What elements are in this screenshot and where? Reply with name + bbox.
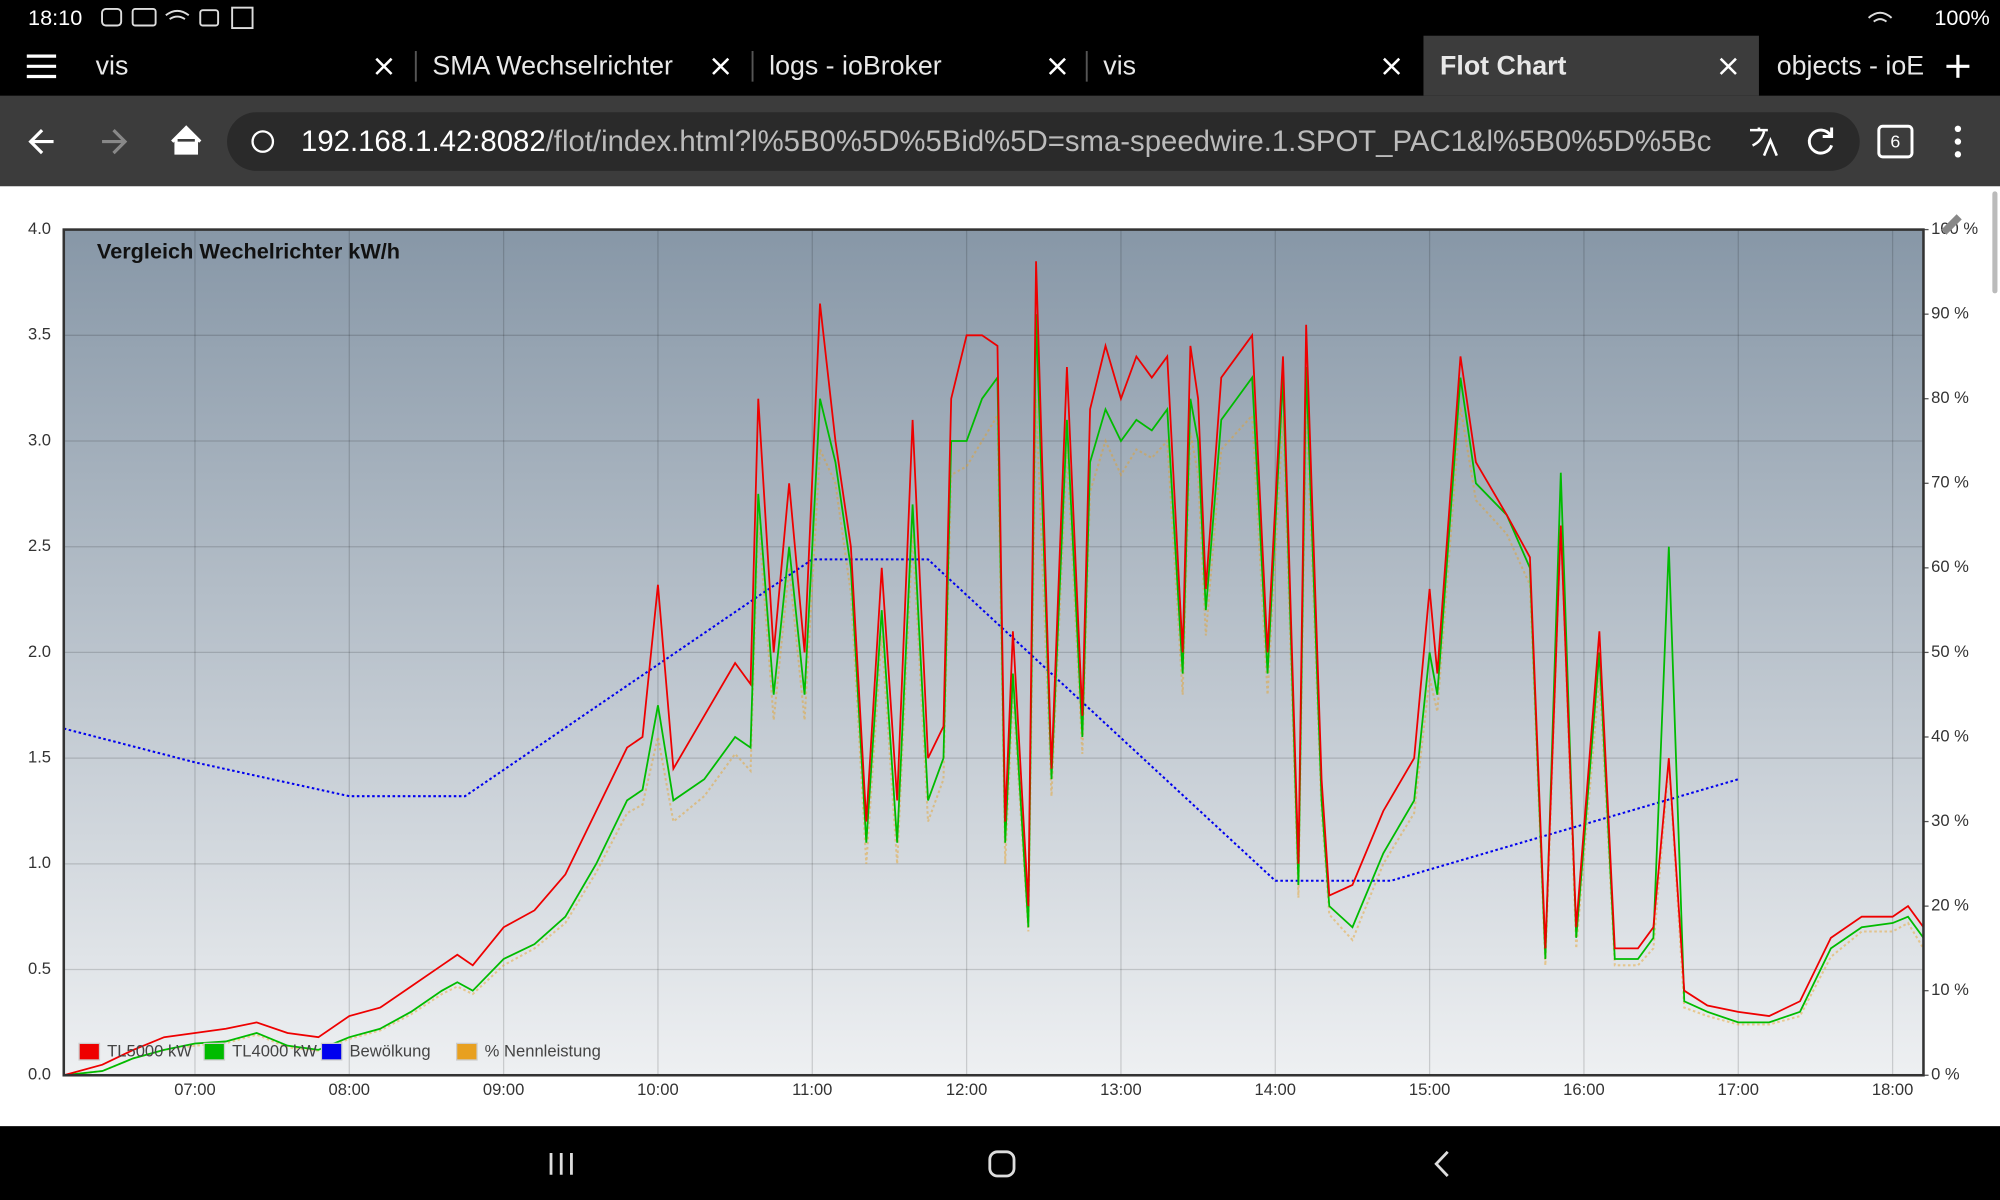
legend-swatch	[78, 1042, 101, 1061]
home-button[interactable]	[171, 125, 202, 155]
legend-swatch	[203, 1042, 226, 1061]
y2-tick-label: 10 %	[1931, 980, 1969, 999]
x-tick-label: 07:00	[174, 1080, 216, 1099]
legend-swatch	[320, 1042, 343, 1061]
y2-tick-label: 100 %	[1931, 219, 1978, 238]
url: 192.168.1.42:8082/flot/index.html?l%5B0%…	[301, 125, 1711, 158]
x-tick-label: 13:00	[1100, 1080, 1142, 1099]
x-tick-label: 16:00	[1563, 1080, 1605, 1099]
y-tick-label: 2.0	[28, 642, 51, 661]
y-tick-label: 2.5	[28, 536, 51, 555]
back-button[interactable]	[28, 128, 54, 155]
back-nav-button[interactable]	[1434, 1150, 1449, 1177]
tab-close[interactable]	[1383, 57, 1401, 75]
x-tick-label: 14:00	[1255, 1080, 1297, 1099]
series-line	[63, 261, 1924, 1076]
chart-title: Vergleich Wechelrichter kW/h	[97, 238, 400, 263]
nav-bar	[0, 1126, 2000, 1200]
tab-title[interactable]: SMA Wechselrichter	[432, 51, 673, 81]
translate-button[interactable]	[1750, 127, 1778, 157]
legend-label: TL4000 kW	[232, 1042, 317, 1061]
y-tick-label: 1.0	[28, 853, 51, 872]
new-tab-button[interactable]	[1946, 54, 1970, 78]
tab-close[interactable]	[375, 57, 393, 75]
site-info[interactable]	[251, 130, 275, 153]
legend-label: TL5000 kW	[107, 1042, 192, 1061]
status-bar	[0, 0, 2000, 36]
battery: 100%	[1934, 5, 1989, 30]
edit-icon[interactable]	[1941, 214, 1962, 235]
x-tick-label: 12:00	[946, 1080, 988, 1099]
y-tick-label: 0.0	[28, 1065, 51, 1084]
home-nav-button[interactable]	[988, 1150, 1016, 1178]
series-line	[63, 558, 1739, 882]
tab-close[interactable]	[1048, 57, 1066, 75]
scrollbar	[1992, 191, 1998, 294]
x-tick-label: 08:00	[329, 1080, 371, 1099]
url-path: /flot/index.html?l%5B0%5D%5Bid%5D=sma-sp…	[546, 125, 1712, 158]
tab-title[interactable]: logs - ioBroker	[769, 51, 942, 81]
y-tick-label: 1.5	[28, 748, 51, 767]
series-line	[63, 314, 1924, 1076]
y-tick-label: 3.5	[28, 325, 51, 344]
y2-tick-label: 90 %	[1931, 304, 1969, 323]
clock: 18:10	[28, 5, 82, 30]
active-tab	[1423, 35, 1759, 96]
y2-tick-label: 70 %	[1931, 473, 1969, 492]
url-field[interactable]	[227, 112, 1860, 171]
tab-title[interactable]: vis	[96, 51, 129, 81]
y2-tick-label: 40 %	[1931, 726, 1969, 745]
tab-title[interactable]: vis	[1103, 51, 1136, 81]
x-tick-label: 17:00	[1718, 1080, 1760, 1099]
y2-tick-label: 0 %	[1931, 1065, 1960, 1084]
y2-tick-label: 60 %	[1931, 557, 1969, 576]
tab-count: 6	[1890, 132, 1900, 152]
series-line	[63, 398, 1924, 1076]
y2-tick-label: 80 %	[1931, 388, 1969, 407]
legend-swatch	[455, 1042, 478, 1061]
x-tick-label: 11:00	[792, 1080, 832, 1099]
y2-tick-label: 50 %	[1931, 642, 1969, 661]
recent-apps-button[interactable]	[549, 1153, 573, 1175]
x-tick-label: 18:00	[1872, 1080, 1914, 1099]
reload-button[interactable]	[1807, 127, 1834, 155]
legend-label: Bewölkung	[349, 1042, 430, 1061]
y-tick-label: 3.0	[28, 430, 51, 449]
chart: 07:00 08:00 09:00 10:00 11:00 12:00 13:00 14:00…	[28, 219, 1978, 1099]
more-menu[interactable]	[1954, 125, 1962, 158]
y2-tick-label: 30 %	[1931, 811, 1969, 830]
tab-title[interactable]: objects - ioE	[1777, 51, 1924, 81]
forward-button[interactable]	[102, 128, 128, 155]
tab-switcher[interactable]	[1877, 124, 1914, 159]
x-tick-label: 15:00	[1409, 1080, 1451, 1099]
tab-title[interactable]: Flot Chart	[1440, 51, 1566, 81]
y2-tick-label: 20 %	[1931, 895, 1969, 914]
tab-close[interactable]	[712, 57, 730, 75]
plot-frame	[62, 228, 1925, 1077]
tab-close[interactable]	[1719, 57, 1737, 75]
menu-button[interactable]	[26, 54, 57, 79]
x-tick-label: 09:00	[483, 1080, 525, 1099]
y-tick-label: 0.5	[28, 959, 51, 978]
url-host: 192.168.1.42:8082	[301, 125, 546, 158]
legend-label: % Nennleistung	[485, 1042, 601, 1061]
x-tick-label: 10:00	[637, 1080, 679, 1099]
status-icons	[101, 6, 1893, 30]
y-tick-label: 4.0	[28, 219, 51, 238]
